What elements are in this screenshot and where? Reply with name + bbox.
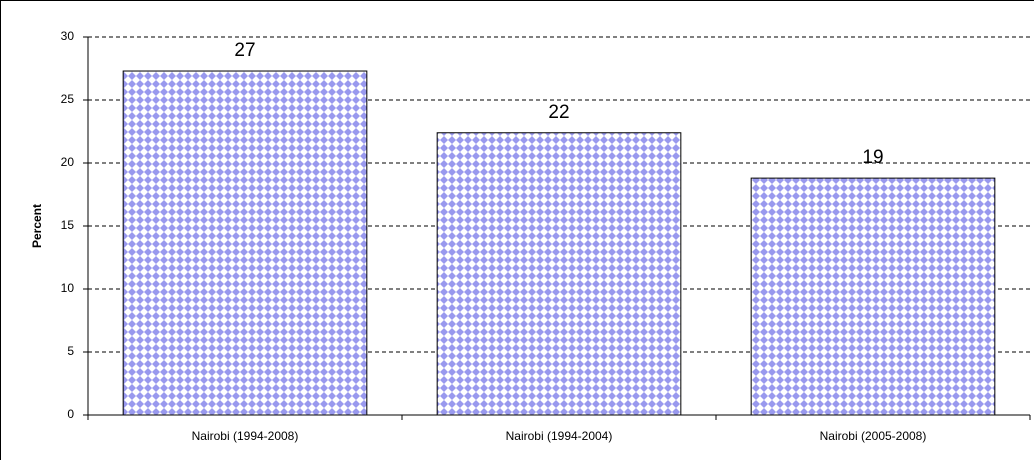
data-label: 22 xyxy=(548,102,569,123)
data-label: 19 xyxy=(862,147,883,168)
y-tick-label: 0 xyxy=(67,407,74,421)
y-tick-label: 30 xyxy=(61,29,75,43)
y-tick-label: 10 xyxy=(61,281,75,295)
x-tick-label: Nairobi (1994-2004) xyxy=(506,429,613,443)
y-tick-label: 25 xyxy=(61,92,75,106)
y-tick-label: 5 xyxy=(67,344,74,358)
y-tick-label: 15 xyxy=(61,218,75,232)
y-axis-label: Percent xyxy=(30,204,44,248)
x-tick-label: Nairobi (1994-2008) xyxy=(192,429,299,443)
y-tick-label: 20 xyxy=(61,155,75,169)
bar xyxy=(436,132,682,416)
x-tick-label: Nairobi (2005-2008) xyxy=(820,429,927,443)
bar xyxy=(122,70,368,416)
bar xyxy=(750,177,996,416)
data-label: 27 xyxy=(234,40,255,61)
